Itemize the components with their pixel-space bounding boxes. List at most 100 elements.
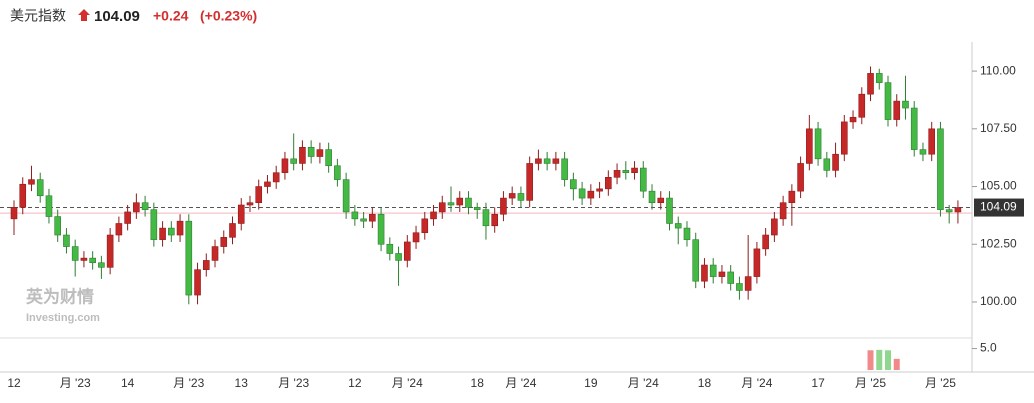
candle-body [80,257,88,261]
candle-body [744,276,752,291]
candle-body [639,167,647,192]
candle-body [202,260,210,270]
candle-body [403,241,411,261]
candle-body [168,227,175,236]
candle-body [98,262,105,268]
candle-body [849,116,857,123]
x-tick-label: 12 [7,376,21,390]
volume-bar [885,350,891,370]
candle-body [360,218,367,222]
candle-body [945,209,953,213]
x-tick-label: 18 [471,376,485,390]
candle-body [718,271,726,277]
candle-body [106,234,114,268]
watermark: 英为财情 [26,286,94,306]
candle-body [884,82,892,120]
candle-body [622,170,630,173]
candle-body [351,211,359,220]
candle-body [902,100,909,109]
x-tick-label: 月 '24 [741,376,772,390]
candle-body [159,227,166,240]
candle-body [823,158,831,171]
y-tick-label: 107.50 [980,121,1017,135]
candle-body [535,158,542,164]
candle-body [133,202,140,213]
candle-body [456,197,464,206]
candle-body [290,158,297,164]
x-tick-label: 月 '24 [628,376,659,390]
x-tick-label: 17 [811,376,825,390]
candle-body [229,223,236,238]
candle-body [657,197,665,203]
candle-body [605,177,612,190]
candle-body [211,246,219,261]
candle-body [63,234,70,247]
candle-body [430,211,437,220]
x-tick-label: 月 '24 [392,376,423,390]
candle-body [517,193,525,201]
candle-body [910,107,918,150]
candle-body [709,264,717,277]
candle-body [570,179,577,190]
candle-body [89,257,96,264]
candle-body [334,165,341,180]
y-tick-label: 105.00 [980,179,1017,193]
candle-body [386,243,394,254]
candle-body [683,227,691,240]
candle-body [832,153,839,171]
chart-title: 美元指数 [10,8,66,24]
price-change-percent: (+0.23%) [200,8,257,24]
candle-body [919,149,927,155]
candle-body [377,213,385,245]
candle-body [28,179,35,185]
y-tick-label: 100.00 [980,294,1017,308]
x-tick-label: 月 '23 [173,376,204,390]
candle-body [526,163,533,201]
candle-body [692,239,700,282]
candle-body [937,128,944,210]
candle-body [858,93,866,118]
candle-body [421,218,429,234]
candle-body [307,146,315,157]
x-tick-label: 19 [584,376,598,390]
candle-body [779,202,787,220]
candle-body [185,220,193,296]
last-price: 104.09 [94,8,140,25]
y-tick-label: 110.00 [980,63,1016,77]
candle-body [237,204,245,224]
candle-body [71,246,79,261]
candle-body [727,271,734,284]
x-tick-label: 13 [235,376,249,390]
candle-body [473,207,481,210]
candle-body [753,248,761,277]
candle-body [299,146,306,164]
candle-body [412,232,420,243]
candle-body [124,211,131,224]
candle-body [395,253,402,261]
candle-body [666,197,673,224]
candle-body [272,172,280,183]
last-price-label: 104.09 [980,200,1017,214]
candle-body [578,188,586,199]
candle-body [701,264,708,282]
candle-body [264,181,271,187]
candle-body [736,283,743,291]
candle-body [369,213,376,222]
x-tick-label: 月 '23 [278,376,309,390]
candle-body [447,202,455,206]
candle-body [648,190,656,203]
candle-body [867,73,874,95]
candle-body [194,269,201,296]
candle-body [875,73,883,83]
candle-body [115,223,123,236]
candle-body [788,190,796,203]
candle-body [255,186,263,203]
candle-body [596,188,603,192]
candle-body [840,121,848,155]
candle-body [631,167,638,173]
candle-body [500,197,507,215]
candle-body [561,158,568,180]
candle-body [281,158,289,173]
candle-body [19,183,27,208]
up-arrow [78,9,90,21]
